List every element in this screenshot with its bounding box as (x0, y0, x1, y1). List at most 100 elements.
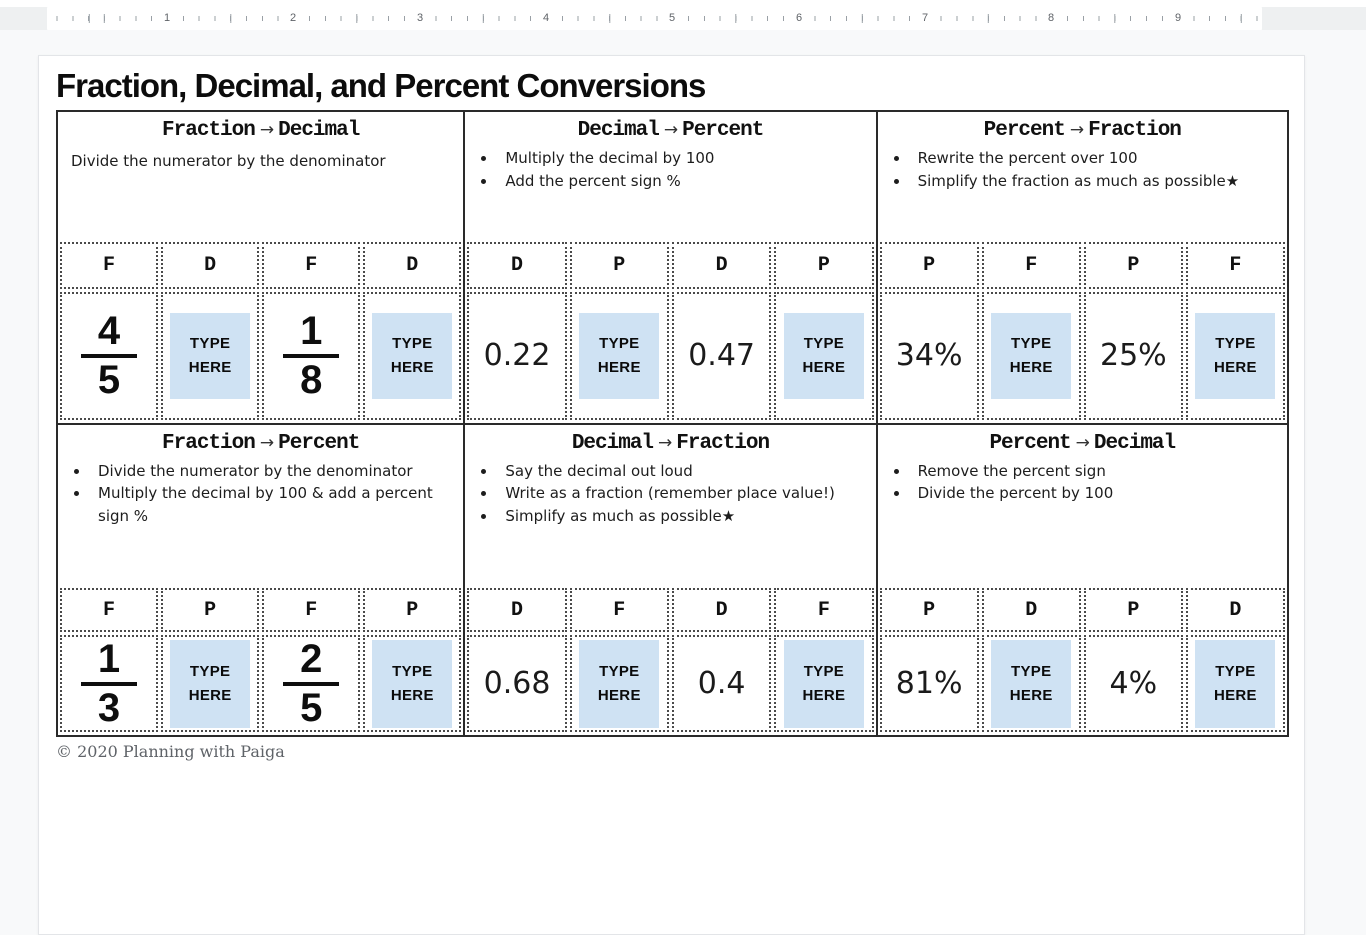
instruction-item: Rewrite the percent over 100 (910, 147, 1279, 170)
panel-title-to: Percent (682, 119, 764, 142)
value-cell: 0.68 (467, 635, 567, 732)
type-here-box[interactable]: TYPE HERE (991, 639, 1072, 728)
type-here-box[interactable]: TYPE HERE (372, 639, 453, 728)
type-here-box[interactable]: TYPE HERE (1195, 639, 1276, 728)
given-value: 0.22 (483, 338, 551, 373)
practice-table: F P F P 1 3 TYPE HERE 2 (60, 588, 462, 732)
instruction-item: Add the percent sign % (497, 170, 867, 193)
instruction-item: Say the decimal out loud (497, 460, 867, 483)
given-value: 0.68 (483, 666, 551, 701)
ruler-number: 4 (538, 11, 554, 25)
instruction-list: Divide the numerator by the denominator … (58, 460, 455, 528)
answer-cell: TYPE HERE (161, 291, 260, 420)
type-here-box[interactable]: TYPE HERE (579, 639, 660, 728)
instruction-list: Remove the percent sign Divide the perce… (878, 460, 1279, 506)
fraction-denominator: 5 (97, 357, 121, 402)
practice-table: F D F D 4 5 TYPE HERE 1 (60, 241, 462, 420)
value-cell: 0.22 (467, 291, 567, 420)
answer-cell: TYPE HERE (363, 291, 462, 420)
panel-title: Decimal → Percent (465, 119, 875, 142)
value-cell: 34% (879, 291, 979, 420)
ruler-half-ticks (47, 14, 1262, 23)
given-value: 34% (895, 338, 963, 373)
fraction-denominator: 8 (300, 357, 323, 402)
column-header: P (774, 241, 874, 289)
type-here-box[interactable]: TYPE HERE (579, 312, 660, 399)
footer-credit: © 2020 Planning with Paiga (56, 742, 285, 761)
type-here-box[interactable]: TYPE HERE (783, 639, 864, 728)
panel-title: Decimal → Fraction (465, 432, 875, 455)
type-here-box[interactable]: TYPE HERE (783, 312, 864, 399)
instruction-item: Remove the percent sign (910, 460, 1279, 483)
answer-cell: TYPE HERE (981, 635, 1081, 732)
answer-cell: TYPE HERE (569, 291, 669, 420)
type-here-box[interactable]: TYPE HERE (372, 312, 453, 399)
type-here-label: TYPE HERE (1213, 663, 1257, 704)
type-here-label: TYPE HERE (188, 335, 232, 376)
type-here-box[interactable]: TYPE HERE (170, 312, 251, 399)
ruler-number: 8 (1043, 11, 1059, 25)
panel-percent-to-decimal: Percent→Decimal Remove the percent sign … (877, 424, 1287, 735)
instruction-item: Multiply the decimal by 100 & add a perc… (90, 482, 455, 528)
fraction-numerator: 2 (300, 636, 323, 681)
panel-decimal-to-percent: Decimal→Percent Multiply the decimal by … (465, 112, 876, 423)
panel-title-to: Fraction (676, 431, 770, 455)
panel-fraction-to-percent: Fraction→Percent Divide the numerator by… (58, 424, 464, 735)
instruction-item: Divide the percent by 100 (910, 482, 1279, 505)
column-header: F (774, 588, 874, 632)
panel-percent-to-fraction: Percent→Fraction Rewrite the percent ove… (877, 112, 1287, 423)
ruler[interactable]: 1 2 3 4 5 6 7 8 9 (47, 7, 1262, 30)
worksheet-table: Fraction → Decimal Divide the numerator by… (56, 110, 1289, 737)
column-header: D (671, 241, 772, 289)
instruction-list: Say the decimal out loud Write as a frac… (465, 460, 867, 528)
panel-title-from: Decimal (571, 431, 654, 455)
fraction-value: 4 5 (81, 308, 138, 402)
type-here-box[interactable]: TYPE HERE (170, 639, 251, 728)
given-value: 0.47 (688, 338, 756, 373)
arrow-icon: → (1075, 432, 1090, 453)
type-here-label: TYPE HERE (1009, 663, 1053, 704)
value-cell: 1 3 (60, 635, 159, 732)
fraction-bar (81, 353, 138, 358)
type-here-box[interactable]: TYPE HERE (991, 312, 1072, 399)
ruler-number: 2 (285, 11, 301, 25)
ruler-strip: 1 2 3 4 5 6 7 8 9 (0, 7, 1366, 30)
instruction-item: Divide the numerator by the denominator (90, 460, 455, 483)
ruler-number: 6 (791, 11, 807, 25)
column-header: P (1083, 588, 1183, 632)
fraction-bar (283, 353, 340, 358)
column-header: D (467, 588, 567, 632)
column-header: P (161, 588, 260, 632)
panel-title-to: Fraction (1088, 119, 1182, 142)
panel-decimal-to-fraction: Decimal→Fraction Say the decimal out lou… (465, 424, 876, 735)
column-header: F (262, 241, 361, 289)
type-here-label: TYPE HERE (1213, 335, 1257, 376)
instruction-item: Simplify the fraction as much as possibl… (910, 170, 1279, 193)
panel-title-from: Percent (983, 119, 1066, 142)
fraction-denominator: 5 (300, 685, 323, 730)
instruction-list: Rewrite the percent over 100 Simplify th… (878, 147, 1279, 193)
practice-table: D F D F 0.68 TYPE HERE 0.4 TYPE HERE (467, 588, 874, 732)
answer-cell: TYPE HERE (1185, 635, 1285, 732)
document-page: Fraction, Decimal, and Percent Conversio… (38, 55, 1305, 935)
ruler-number: 9 (1170, 11, 1186, 25)
value-cell: 81% (879, 635, 979, 732)
answer-cell: TYPE HERE (774, 635, 874, 732)
fraction-denominator: 3 (97, 685, 121, 730)
given-value: 81% (895, 666, 963, 701)
column-header: P (569, 241, 669, 289)
ruler-number: 7 (917, 11, 933, 25)
given-value: 4% (1109, 666, 1158, 701)
column-header: D (467, 241, 567, 289)
instruction-item: Write as a fraction (remember place valu… (497, 482, 867, 505)
column-header: F (60, 241, 159, 289)
type-here-label: TYPE HERE (390, 335, 434, 376)
answer-cell: TYPE HERE (363, 635, 462, 732)
given-value: 25% (1099, 338, 1167, 373)
ruler-number: 5 (664, 11, 680, 25)
fraction-numerator: 1 (300, 308, 323, 353)
type-here-box[interactable]: TYPE HERE (1195, 312, 1276, 399)
type-here-label: TYPE HERE (597, 663, 641, 704)
fraction-numerator: 4 (97, 308, 121, 353)
fraction-bar (283, 681, 340, 686)
